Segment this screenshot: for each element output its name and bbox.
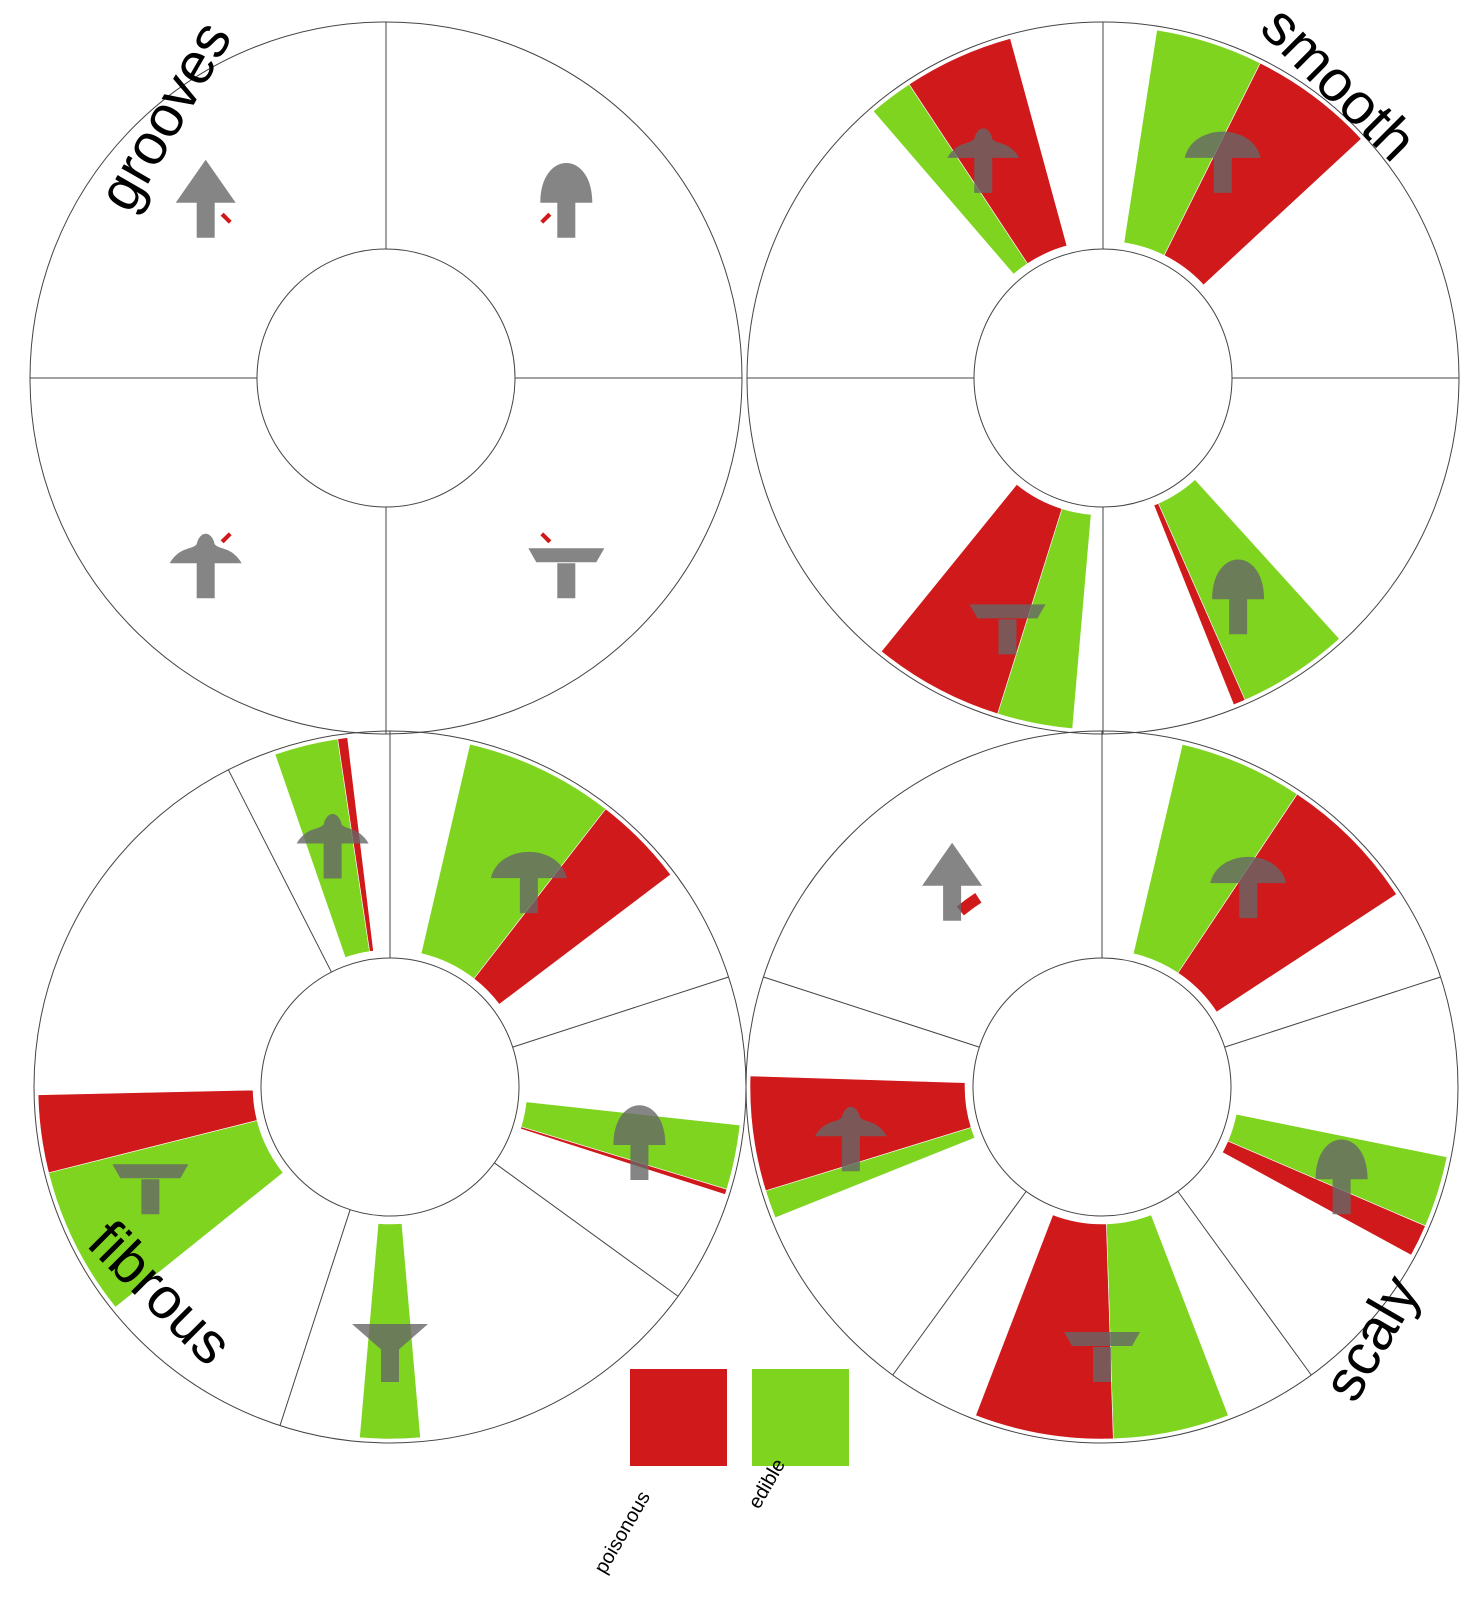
sector-divider (279, 1209, 351, 1426)
waffle-poisonous-knobbed (219, 531, 233, 545)
convex-cap-icon (1184, 131, 1261, 193)
waffle-poisonous-flat (880, 483, 1063, 715)
wheel-grooves: 1111grooves (29, 10, 743, 735)
wheel-smooth: 4181074244820smooth (746, 0, 1460, 735)
flat-cap-icon (969, 604, 1046, 655)
wheel-inner-circle (260, 957, 520, 1217)
sector-divider (1177, 1191, 1312, 1376)
waffle-poisonous-bell (1153, 502, 1246, 706)
knobbed-cap-icon (169, 533, 242, 599)
convex-cap-icon (490, 851, 567, 914)
wheel-title: scaly (1310, 1265, 1432, 1412)
sector-divider (1224, 976, 1441, 1048)
sunken-cap-icon (352, 1324, 428, 1382)
knobbed-cap-icon (296, 814, 369, 879)
bell-cap-icon (1212, 559, 1265, 635)
wheel-inner-circle (972, 957, 1232, 1217)
waffle-poisonous-flat (539, 531, 553, 545)
waffle-poisonous-conical (955, 892, 983, 917)
waffle-poisonous-bell (1221, 1140, 1426, 1256)
bell-cap-icon (1315, 1139, 1368, 1215)
wheel-fibrous: 60116052321016fibrous (33, 730, 747, 1444)
waffle-edible-flat (1106, 1214, 1229, 1440)
knobbed-cap-icon (947, 128, 1020, 193)
sector-divider (494, 1162, 679, 1297)
wheel-inner-circle (256, 248, 516, 508)
sector-divider (892, 1191, 1027, 1376)
flat-cap-icon (112, 1164, 189, 1215)
convex-cap-icon (1210, 856, 1287, 919)
waffle-poisonous-bell (539, 211, 553, 225)
waffle-poisonous-conical (219, 211, 233, 225)
wheel-inner-circle (973, 248, 1233, 508)
waffle-poisonous-flat (37, 1089, 258, 1174)
legend-swatch-poisonous (630, 1369, 727, 1466)
waffle-poisonous-convex (1177, 793, 1397, 1013)
legend: poisonous edible (590, 1369, 849, 1578)
sector-divider (763, 976, 980, 1048)
bell-cap-icon (540, 162, 593, 238)
charts-layer: 1111grooves4181074244820smooth6011605232… (29, 0, 1460, 1444)
sector-divider (512, 976, 729, 1048)
knobbed-cap-icon (814, 1106, 887, 1172)
sector-divider (227, 769, 332, 973)
wheel-scaly: 314221551315349scaly (745, 730, 1459, 1444)
legend-label-edible: edible (744, 1455, 790, 1512)
flat-cap-icon (528, 548, 605, 599)
legend-label-poisonous: poisonous (590, 1488, 655, 1578)
waffle-poisonous-convex (1163, 62, 1362, 286)
bell-cap-icon (613, 1105, 666, 1181)
waffle-poisonous-convex (473, 808, 672, 1005)
legend-swatch-edible (752, 1369, 849, 1466)
conical-cap-icon (922, 842, 983, 921)
flat-cap-icon (1064, 1332, 1140, 1382)
waffle-poisonous-knobbed (337, 737, 374, 952)
conical-cap-icon (175, 159, 236, 238)
waffle-poisonous-flat (975, 1214, 1114, 1440)
waffle-poisonous-bell (520, 1126, 728, 1195)
